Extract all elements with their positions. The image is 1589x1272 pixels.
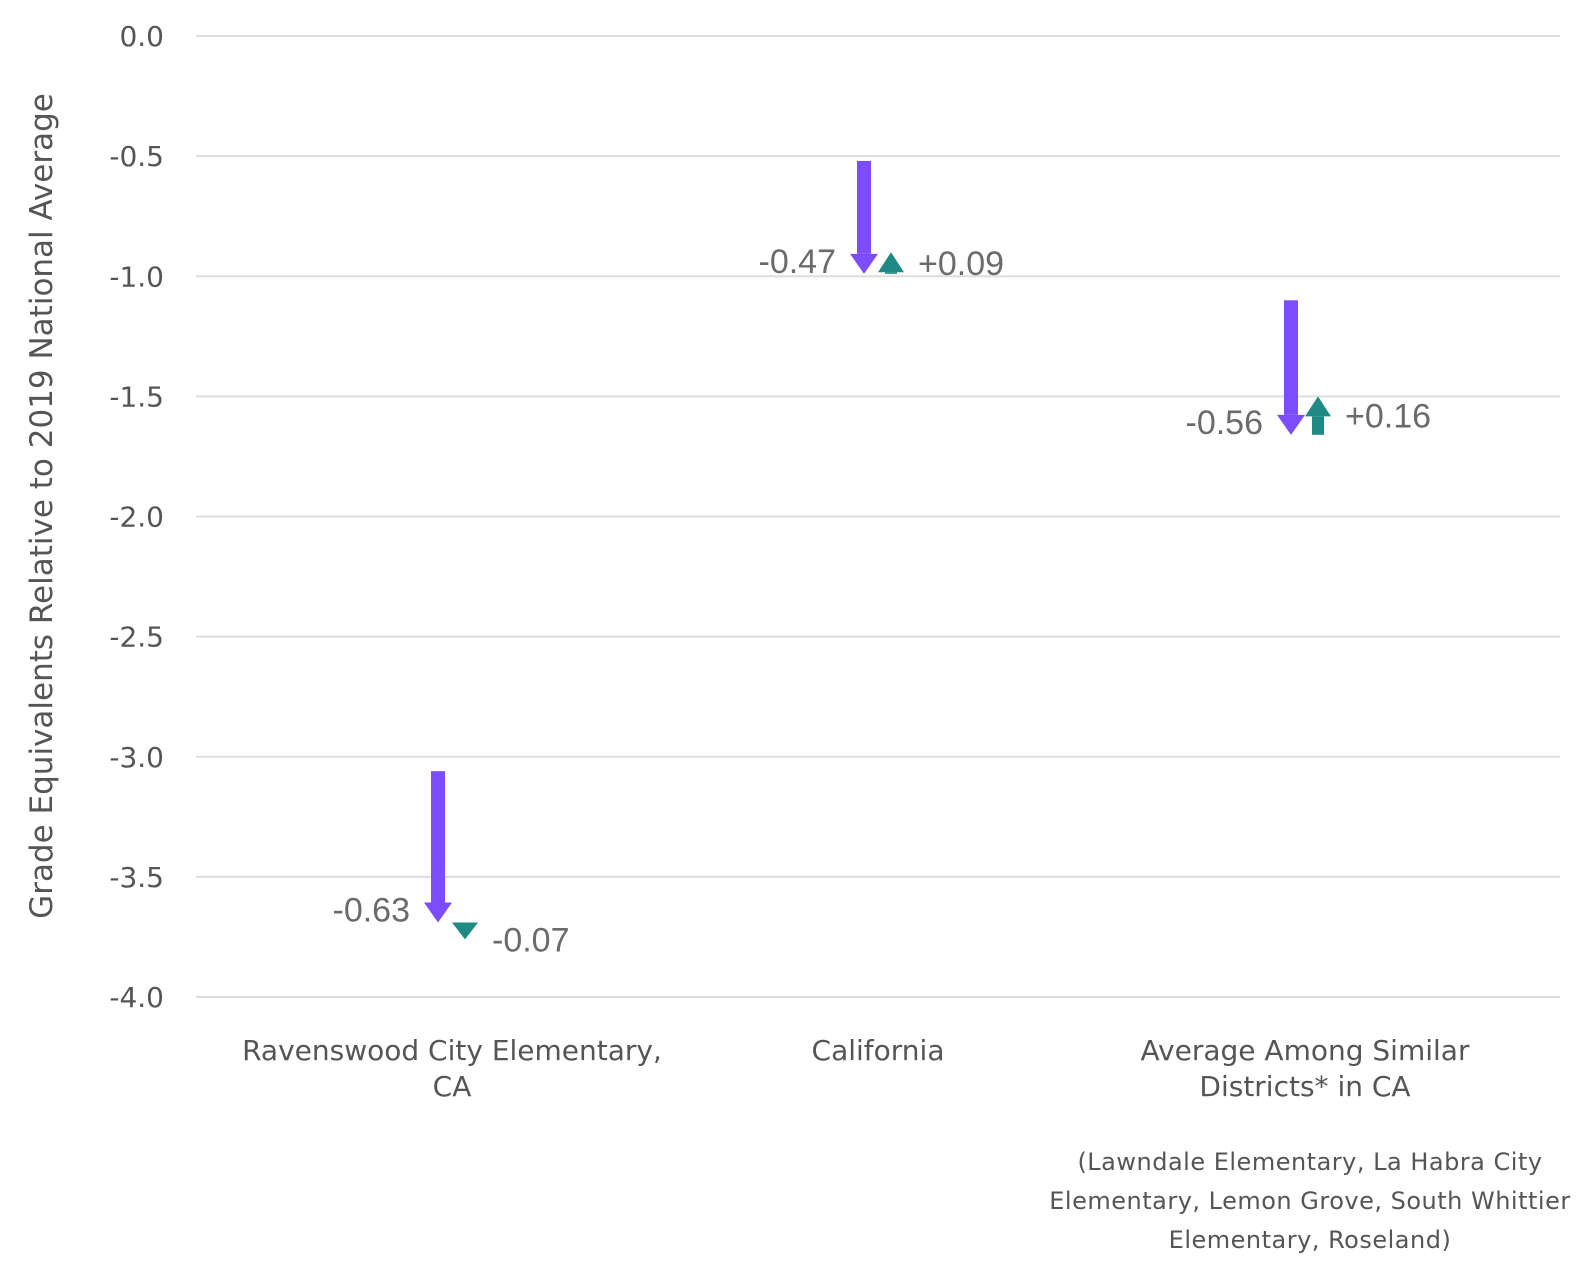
recovery-arrow [1305, 396, 1331, 435]
decline-arrow [850, 160, 878, 274]
footnote-line: Elementary, Lemon Grove, South Whittier [1049, 1187, 1570, 1215]
footnote: (Lawndale Elementary, La Habra City Eleme… [1049, 1148, 1570, 1254]
x-category-label: Districts* in CA [1199, 1070, 1410, 1103]
y-tick-label: -3.5 [109, 861, 164, 894]
decline-arrow [424, 771, 452, 923]
recovery-arrow-head [452, 922, 478, 940]
recovery-arrow-shaft [885, 272, 897, 274]
y-tick-label: -3.0 [109, 741, 164, 774]
recovery-value-label: -0.07 [492, 921, 570, 959]
decline-arrow-shaft [857, 160, 871, 254]
decline-arrow-head [850, 253, 878, 274]
recovery-arrow-shaft [1312, 416, 1324, 435]
y-tick-label: 0.0 [119, 20, 164, 53]
decline-value-label: -0.56 [1186, 404, 1264, 442]
decline-arrow [1277, 300, 1305, 435]
y-axis-ticks: 0.0 -0.5 -1.0 -1.5 -2.0 -2.5 -3.0 -3.5 -4.0 [109, 20, 164, 1014]
x-category-label: CA [433, 1070, 472, 1103]
gridlines [196, 35, 1560, 998]
arrow-marks: -0.63 -0.07 -0.47 +0.09 -0.56 +0.16 [333, 160, 1431, 959]
decline-value-label: -0.47 [759, 243, 837, 281]
footnote-line: Elementary, Roseland) [1169, 1226, 1452, 1254]
y-tick-label: -2.0 [109, 501, 164, 534]
y-tick-label: -2.5 [109, 621, 164, 654]
y-tick-label: -1.5 [109, 380, 164, 413]
recovery-arrow-head [878, 252, 904, 273]
decline-value-label: -0.63 [333, 892, 411, 930]
y-tick-label: -0.5 [109, 140, 164, 173]
recovery-arrow [452, 922, 478, 940]
y-tick-label: -4.0 [109, 981, 164, 1014]
recovery-arrow [878, 252, 904, 274]
footnote-line: (Lawndale Elementary, La Habra City [1077, 1148, 1542, 1176]
recovery-value-label: +0.16 [1345, 398, 1431, 436]
x-category-label: Ravenswood City Elementary, [242, 1034, 662, 1067]
x-category-label: Average Among Similar [1141, 1034, 1470, 1067]
recovery-value-label: +0.09 [918, 245, 1004, 283]
y-axis-label: Grade Equivalents Relative to 2019 Natio… [24, 93, 60, 919]
x-category-label: California [812, 1034, 945, 1067]
decline-arrow-shaft [1284, 300, 1298, 415]
decline-arrow-head [424, 902, 452, 923]
decline-arrow-head [1277, 414, 1305, 435]
recovery-arrow-head [1305, 396, 1331, 417]
x-axis-categories: Ravenswood City Elementary,CA California A… [242, 1034, 1470, 1103]
decline-arrow-shaft [431, 771, 445, 903]
y-tick-label: -1.0 [109, 260, 164, 293]
